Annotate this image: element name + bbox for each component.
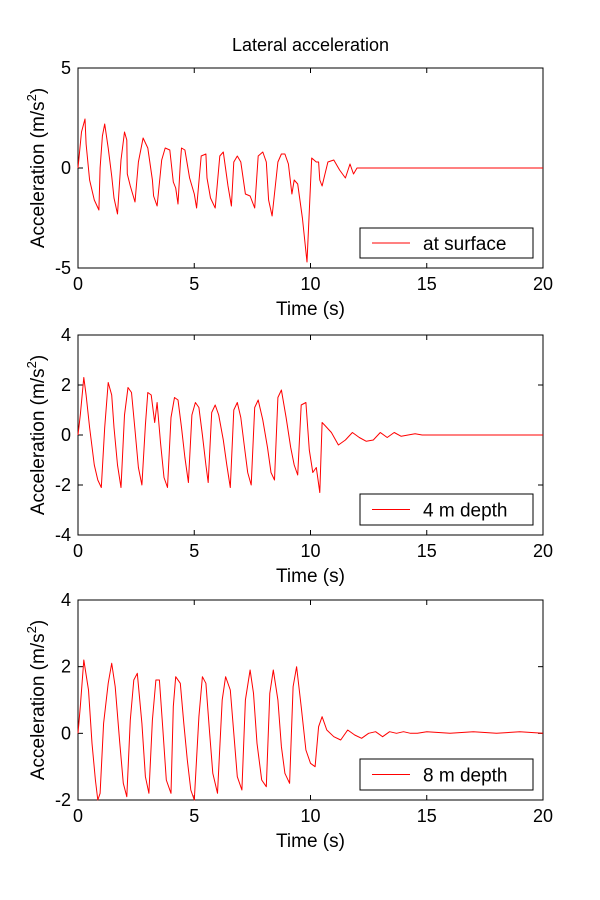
x-tick-label: 0 [73,541,83,561]
y-tick-label: 5 [61,58,71,78]
x-tick-label: 0 [73,274,83,294]
x-tick-label: 10 [300,806,320,826]
y-tick-label: 2 [61,657,71,677]
x-tick-label: 15 [417,541,437,561]
legend-label: 4 m depth [423,501,508,522]
x-tick-label: 5 [189,806,199,826]
legend-label: at surface [423,234,506,255]
y-axis-label-close: ) [28,88,49,94]
y-axis-label-sup: 2 [24,626,39,633]
legend: 8 m depth [359,758,534,791]
series-line-1-1 [77,118,543,263]
x-tick-label: 5 [189,541,199,561]
y-axis-label-close: ) [28,355,49,361]
x-tick-label: 15 [417,806,437,826]
y-tick-label: 4 [61,590,71,610]
y-tick-label: -4 [55,525,71,545]
y-axis-label: Acceleration (m/s2) [24,355,49,515]
series-line-3-1 [77,659,544,801]
x-tick-label: 20 [533,274,553,294]
chart-panel-2: 0 5 10 15 20 -4 -2 0 2 4 Time (s) Acceleration (m/s… [24,325,553,587]
legend: at surface [359,227,534,259]
x-axis-label: Time (s) [276,831,345,852]
y-axis-label-main: Acceleration (m/s [28,633,49,780]
y-axis-label-sup: 2 [24,94,39,101]
y-axis-label-close: ) [28,620,49,626]
y-tick-label: -5 [55,258,71,278]
chart-title: Lateral acceleration [232,35,389,55]
y-tick-label: 2 [61,375,71,395]
y-tick-label: -2 [55,790,71,810]
y-axis-label: Acceleration (m/s2) [24,88,49,248]
x-tick-label: 5 [189,274,199,294]
y-tick-label: 0 [61,723,71,743]
x-tick-label: 15 [417,274,437,294]
y-tick-label: -2 [55,475,71,495]
y-axis-label-main: Acceleration (m/s [28,368,49,515]
legend-label: 8 m depth [423,766,508,787]
x-tick-label: 20 [533,806,553,826]
y-axis-label-main: Acceleration (m/s [28,101,49,248]
x-tick-label: 0 [73,806,83,826]
x-tick-label: 10 [300,541,320,561]
series-line-2-1 [77,377,543,493]
y-tick-label: 4 [61,325,71,345]
y-axis-label: Acceleration (m/s2) [24,620,49,780]
y-axis-label-sup: 2 [24,361,39,368]
y-tick-label: 0 [61,158,71,178]
x-axis-label: Time (s) [276,566,345,587]
x-tick-label: 10 [300,274,320,294]
legend: 4 m depth [359,493,534,526]
y-tick-label: 0 [61,425,71,445]
x-axis-label: Time (s) [276,299,345,320]
x-tick-label: 20 [533,541,553,561]
